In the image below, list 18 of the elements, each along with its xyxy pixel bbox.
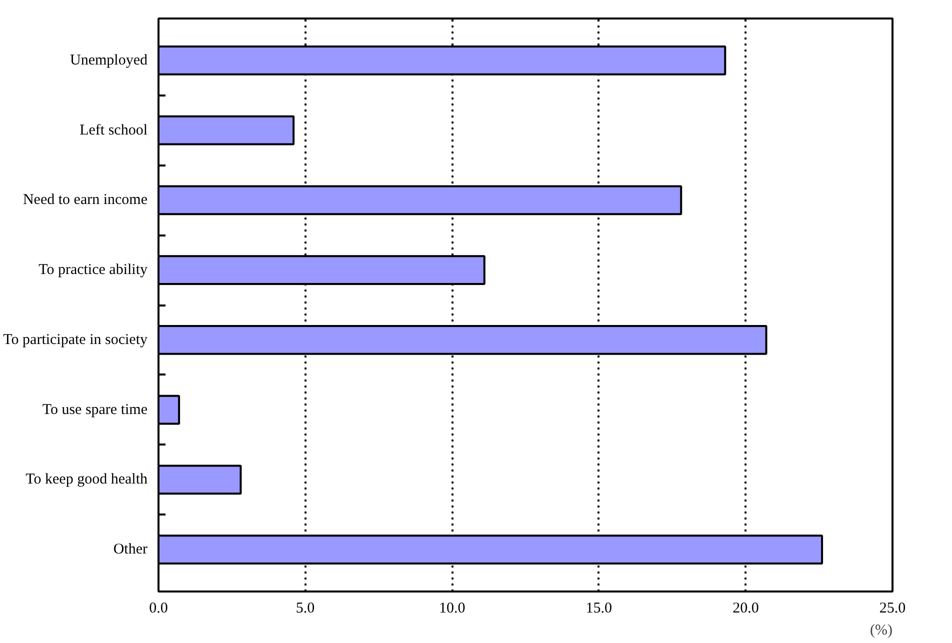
y-tick-label: Other [113, 542, 148, 558]
x-tick-label: 25.0 [879, 600, 906, 616]
x-tick-label: 5.0 [296, 600, 315, 616]
x-tick-label: 10.0 [438, 600, 466, 616]
y-tick-label: Left school [80, 122, 148, 138]
x-axis-title: (%) [870, 622, 893, 638]
y-tick-label: To participate in society [3, 332, 148, 348]
y-tick-label: To keep good health [26, 472, 148, 488]
x-tick-label: 0.0 [149, 600, 168, 616]
y-tick-label: Unemployed [70, 52, 148, 68]
x-tick-label: 15.0 [586, 600, 612, 616]
bar [158, 394, 180, 425]
y-tick-label: To practice ability [38, 262, 148, 278]
x-tick-label: 20.0 [732, 600, 759, 616]
y-tick-label: To use spare time [42, 402, 148, 418]
bar [158, 464, 242, 495]
bar [158, 115, 295, 146]
y-tick-label: Need to earn income [22, 192, 148, 208]
